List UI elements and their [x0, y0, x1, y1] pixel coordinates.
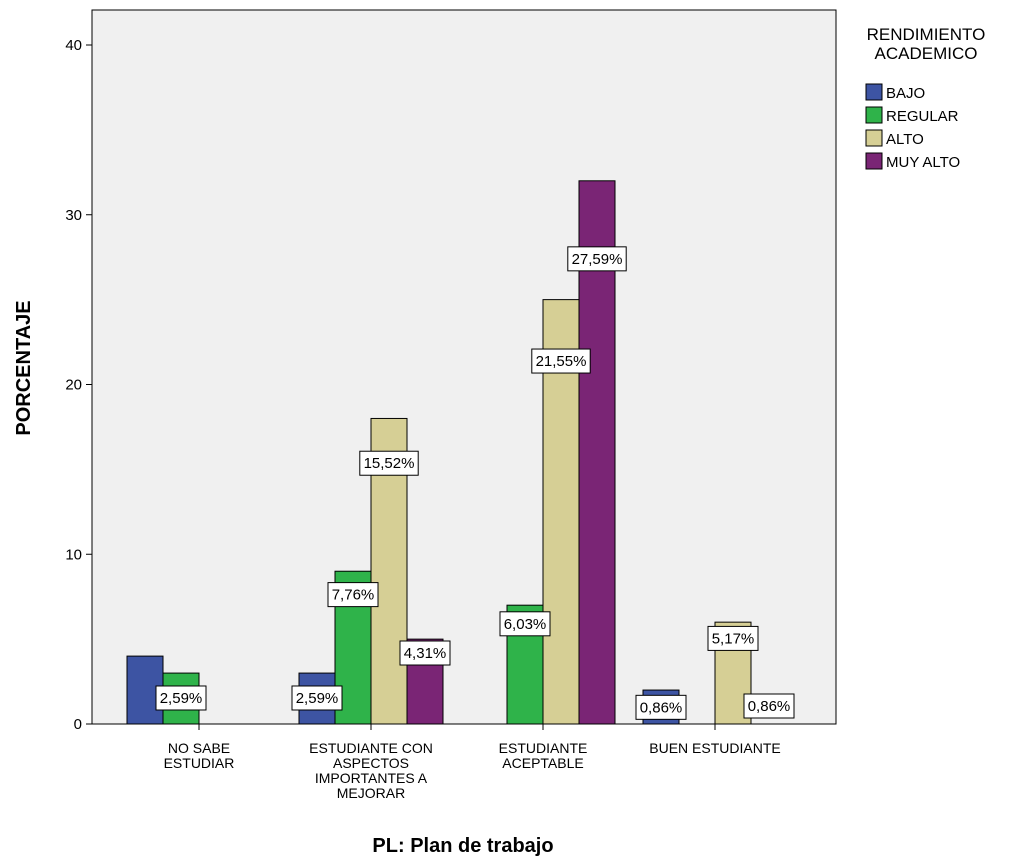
- y-tick-label: 30: [65, 207, 82, 224]
- data-label: 0,86%: [636, 695, 686, 719]
- data-label-text: 2,59%: [296, 690, 339, 707]
- data-label: 2,59%: [156, 686, 206, 710]
- category-label: ESTUDIANTE CON ASPECTOS IMPORTANTES A MEJOR…: [309, 740, 433, 801]
- category-label: NO SABE ESTUDIAR: [164, 740, 235, 771]
- legend-item: BAJO: [866, 84, 925, 102]
- legend-item: ALTO: [866, 130, 924, 148]
- y-tick-label: 10: [65, 546, 82, 563]
- plot-area: [92, 10, 836, 724]
- data-label-text: 4,31%: [404, 645, 447, 662]
- data-label: 21,55%: [532, 349, 590, 373]
- data-label: 0,86%: [744, 694, 794, 718]
- y-tick-label: 0: [74, 716, 82, 733]
- legend-label: REGULAR: [886, 108, 959, 125]
- legend-label: ALTO: [886, 131, 924, 148]
- y-axis: 0 10 20 30 40: [65, 37, 92, 733]
- data-label: 6,03%: [500, 612, 550, 636]
- legend-label: MUY ALTO: [886, 154, 960, 171]
- data-label: 4,31%: [400, 641, 450, 665]
- y-tick-label: 20: [65, 377, 82, 394]
- data-label: 7,76%: [328, 583, 378, 607]
- legend-label: BAJO: [886, 85, 925, 102]
- data-label: 15,52%: [360, 451, 418, 475]
- data-label-text: 15,52%: [364, 455, 415, 472]
- data-label-text: 6,03%: [504, 616, 547, 633]
- data-label: 2,59%: [292, 686, 342, 710]
- data-label-text: 2,59%: [160, 690, 203, 707]
- category-label: BUEN ESTUDIANTE: [649, 740, 780, 756]
- data-label-text: 0,86%: [748, 698, 791, 715]
- data-label-text: 27,59%: [572, 251, 623, 268]
- legend: RENDIMIENTO ACADEMICO BAJO REGULAR ALTO MUY A…: [866, 25, 985, 171]
- category-label: ESTUDIANTE ACEPTABLE: [499, 740, 588, 771]
- legend-item: REGULAR: [866, 107, 959, 125]
- data-label-text: 5,17%: [712, 630, 755, 647]
- data-label-text: 0,86%: [640, 699, 683, 716]
- data-label: 27,59%: [568, 247, 626, 271]
- y-axis-title: PORCENTAJE: [13, 300, 35, 435]
- x-axis: NO SABE ESTUDIAR ESTUDIANTE CON ASPECTOS IMP…: [92, 724, 836, 801]
- legend-swatch: [866, 84, 882, 100]
- data-label-text: 7,76%: [332, 587, 375, 604]
- legend-swatch: [866, 107, 882, 123]
- data-label: 5,17%: [708, 626, 758, 650]
- data-label-text: 21,55%: [536, 353, 587, 370]
- x-axis-title: PL: Plan de trabajo: [372, 835, 553, 857]
- legend-title: RENDIMIENTO ACADEMICO: [867, 25, 986, 63]
- legend-swatch: [866, 153, 882, 169]
- legend-swatch: [866, 130, 882, 146]
- legend-item: MUY ALTO: [866, 153, 960, 171]
- y-tick-label: 40: [65, 37, 82, 54]
